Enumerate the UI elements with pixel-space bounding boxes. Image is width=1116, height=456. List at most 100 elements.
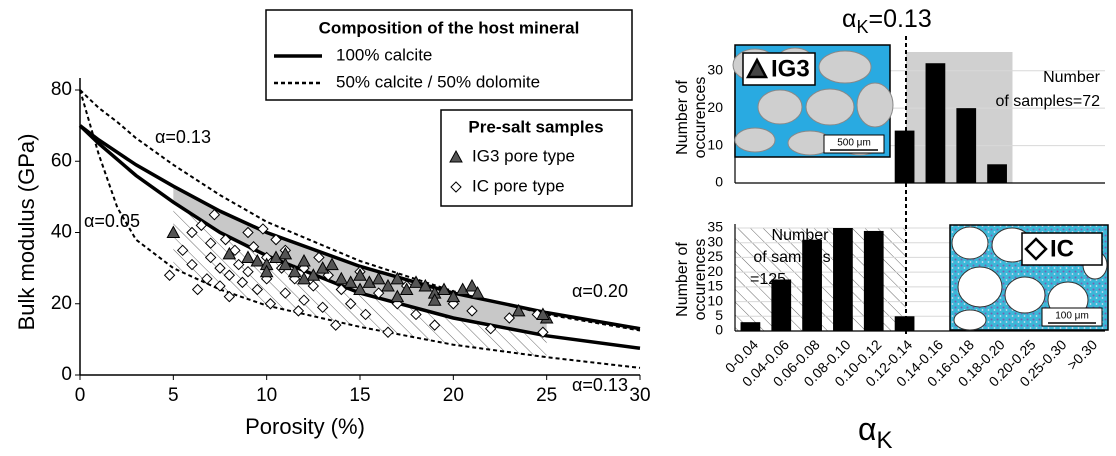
y-tick-label: 40 [51, 222, 72, 243]
scale-bar-label: 100 μm [1055, 311, 1089, 322]
inset-label: IC [1050, 235, 1074, 262]
sample-count: Number [772, 227, 830, 244]
ig3-point [362, 275, 377, 288]
ic-point [223, 269, 236, 281]
scale-bar-label: 500 μm [837, 138, 871, 149]
ic-point [270, 233, 282, 246]
ic-point [292, 305, 305, 317]
curve-legend-box [265, 9, 633, 101]
bar [740, 322, 761, 331]
ic-point [428, 319, 441, 331]
ig3-point [409, 275, 423, 288]
bar [802, 239, 822, 331]
scale-bar-box [823, 134, 885, 154]
bar [925, 63, 946, 183]
alpha-value: =0.13 [868, 5, 931, 33]
ic-point [251, 283, 264, 296]
y-axis-title: Bulk modulus (GPa) [14, 134, 39, 331]
ig3-point [250, 253, 265, 267]
ic-point [201, 273, 213, 285]
grain [957, 266, 1003, 308]
sample-count: of samples [753, 249, 830, 266]
legend-label: 100% calcite [336, 45, 432, 64]
legend-marker [450, 181, 462, 193]
grain [734, 127, 776, 153]
y-tick-label: 10 [707, 136, 723, 152]
x-tick-label: 20 [443, 385, 464, 406]
model-curve [78, 124, 641, 331]
grain [1004, 276, 1046, 314]
ig3-point [511, 303, 526, 317]
legend-label: IG3 pore type [472, 146, 575, 165]
ic-point [242, 265, 254, 278]
inset-image: IG3 500 μm [732, 44, 894, 158]
ic-point [163, 269, 176, 281]
ig3-point [306, 268, 321, 281]
x-tick-label: 0 [75, 385, 86, 406]
x-tick-label: 15 [349, 385, 370, 406]
ic-point [204, 251, 217, 264]
grain [856, 82, 894, 128]
ig3-point [325, 257, 339, 271]
ig3-point [315, 261, 330, 274]
ig3-point [241, 250, 255, 263]
curve-annotation: α=0.13 [155, 127, 211, 147]
ig3-point [278, 246, 293, 260]
ig3-point [297, 271, 311, 285]
ig3-point [381, 278, 395, 292]
y-tick-label: 20 [51, 293, 72, 314]
sample-count: =125 [750, 271, 786, 288]
ig3-point [259, 264, 274, 278]
y-tick-label: 35 [707, 219, 723, 235]
x-title-symbol: α [858, 411, 877, 447]
ig3-point [287, 264, 302, 278]
x-tick-label: 25 [536, 385, 557, 406]
bar [894, 316, 915, 331]
x-tick-label: 30 [629, 385, 650, 406]
x-axis-title: Porosity (%) [245, 414, 365, 439]
grain [951, 226, 989, 260]
model-curve [79, 89, 641, 332]
y-tick-label: 0 [715, 322, 723, 338]
y-tick-label: 80 [51, 79, 72, 100]
ig3-point [371, 271, 386, 285]
ig3-point [343, 275, 358, 288]
alpha-symbol: α [842, 5, 856, 33]
ig3-point [390, 271, 405, 285]
y-tick-label: 30 [707, 233, 723, 249]
legend-label: 50% calcite / 50% dolomite [336, 72, 540, 91]
curve-annotation: α=0.13 [572, 375, 628, 395]
grain [805, 88, 855, 126]
ic-point [316, 301, 329, 314]
ig3-point [269, 250, 283, 263]
ic-point [410, 308, 422, 321]
ig3-point [353, 282, 367, 295]
ig3-point [334, 271, 349, 285]
ic-point [186, 226, 198, 239]
legend-label: IC pore type [472, 176, 565, 195]
curve-annotation: α=0.05 [84, 211, 140, 231]
y-tick-label: 10 [707, 292, 723, 308]
point-legend-box [440, 109, 633, 207]
ic-point [236, 276, 249, 289]
y-tick-label: 25 [707, 248, 723, 264]
ig3-point [166, 225, 181, 238]
sample-count: of samples=72 [995, 93, 1100, 110]
ic-point [313, 251, 325, 264]
x-tick-label: >0.30 [1064, 336, 1101, 373]
ig3-point [278, 257, 293, 271]
ig3-point [446, 289, 461, 303]
ic-point [204, 237, 217, 249]
ic-point [537, 326, 549, 338]
y-axis-title: occurences [692, 77, 709, 159]
ic-point [382, 326, 394, 338]
alpha-marker-label: αK=0.13 [842, 5, 932, 37]
curve-legend-title: Composition of the host mineral [319, 18, 580, 37]
ig3-point [390, 289, 405, 303]
bar [863, 230, 884, 331]
y-axis-title: Number of [674, 80, 691, 155]
bar [833, 228, 853, 331]
grain [953, 309, 987, 331]
